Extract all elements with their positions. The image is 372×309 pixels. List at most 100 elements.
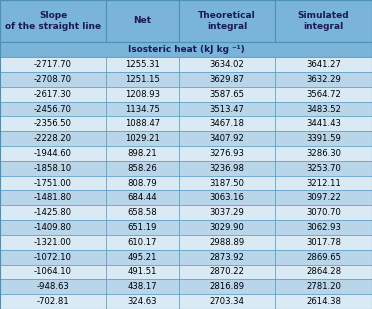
Text: 898.21: 898.21	[128, 149, 157, 158]
Text: -2356.50: -2356.50	[34, 119, 72, 128]
Bar	[0, 235, 106, 250]
Bar	[106, 250, 179, 265]
Text: 3441.43: 3441.43	[306, 119, 341, 128]
Bar	[106, 265, 179, 279]
Text: 3062.93: 3062.93	[306, 223, 341, 232]
Bar	[106, 116, 179, 131]
Text: -948.63: -948.63	[36, 282, 70, 291]
Bar	[0, 72, 106, 87]
Bar	[179, 131, 275, 146]
Bar	[106, 0, 179, 42]
Bar	[179, 250, 275, 265]
Text: 2614.38: 2614.38	[306, 297, 341, 306]
Text: 658.58: 658.58	[128, 208, 157, 217]
Bar	[275, 205, 372, 220]
Bar	[179, 205, 275, 220]
Text: 2988.89: 2988.89	[209, 238, 244, 247]
Bar	[275, 279, 372, 294]
Text: 1208.93: 1208.93	[125, 90, 160, 99]
Bar	[179, 176, 275, 190]
Bar	[275, 102, 372, 116]
Text: -702.81: -702.81	[36, 297, 70, 306]
Text: 3513.47: 3513.47	[209, 104, 244, 113]
Bar	[275, 220, 372, 235]
Bar	[0, 0, 106, 42]
Bar	[0, 116, 106, 131]
Text: -1072.10: -1072.10	[34, 253, 72, 262]
Text: 684.44: 684.44	[128, 193, 157, 202]
Text: -2617.30: -2617.30	[34, 90, 72, 99]
Bar	[275, 131, 372, 146]
Bar	[106, 57, 179, 72]
Bar	[0, 131, 106, 146]
Bar	[106, 205, 179, 220]
Bar	[179, 279, 275, 294]
Bar	[275, 116, 372, 131]
Bar	[275, 87, 372, 102]
Bar	[0, 87, 106, 102]
Bar	[106, 190, 179, 205]
Text: Simulated
integral: Simulated integral	[298, 11, 349, 31]
Text: 1088.47: 1088.47	[125, 119, 160, 128]
Bar	[106, 102, 179, 116]
Bar	[179, 220, 275, 235]
Text: 3037.29: 3037.29	[209, 208, 244, 217]
Bar	[179, 87, 275, 102]
Bar	[179, 161, 275, 176]
Bar	[179, 146, 275, 161]
Bar	[275, 57, 372, 72]
Text: -2708.70: -2708.70	[34, 75, 72, 84]
Bar	[0, 220, 106, 235]
Bar	[0, 190, 106, 205]
Text: 3187.50: 3187.50	[209, 179, 244, 188]
Text: Slope
of the straight line: Slope of the straight line	[5, 11, 101, 31]
Text: 3391.59: 3391.59	[306, 134, 341, 143]
Text: 2703.34: 2703.34	[209, 297, 244, 306]
Text: -1944.60: -1944.60	[34, 149, 72, 158]
Text: -1409.80: -1409.80	[34, 223, 72, 232]
Bar	[106, 131, 179, 146]
Text: Isosteric heat (kJ kg ⁻¹): Isosteric heat (kJ kg ⁻¹)	[128, 45, 244, 54]
Text: -1481.80: -1481.80	[34, 193, 72, 202]
Bar	[179, 102, 275, 116]
Text: 495.21: 495.21	[128, 253, 157, 262]
Text: 1255.31: 1255.31	[125, 60, 160, 69]
Text: 491.51: 491.51	[128, 268, 157, 277]
Bar	[179, 294, 275, 309]
Text: 651.19: 651.19	[128, 223, 157, 232]
Text: 1134.75: 1134.75	[125, 104, 160, 113]
Bar	[275, 0, 372, 42]
Bar	[0, 146, 106, 161]
Text: Net: Net	[133, 16, 151, 25]
Bar	[0, 57, 106, 72]
Text: 2869.65: 2869.65	[306, 253, 341, 262]
Bar	[179, 265, 275, 279]
Text: 3564.72: 3564.72	[306, 90, 341, 99]
Text: 3276.93: 3276.93	[209, 149, 244, 158]
Text: 3029.90: 3029.90	[209, 223, 244, 232]
Text: 610.17: 610.17	[128, 238, 157, 247]
Text: 3253.70: 3253.70	[306, 164, 341, 173]
Text: 2864.28: 2864.28	[306, 268, 341, 277]
Bar	[275, 265, 372, 279]
Bar	[0, 161, 106, 176]
Bar	[106, 161, 179, 176]
Bar	[275, 176, 372, 190]
Text: 438.17: 438.17	[128, 282, 157, 291]
Text: 3632.29: 3632.29	[306, 75, 341, 84]
Text: -1425.80: -1425.80	[34, 208, 72, 217]
Bar	[106, 235, 179, 250]
Text: 1251.15: 1251.15	[125, 75, 160, 84]
Bar	[106, 176, 179, 190]
Text: 2870.22: 2870.22	[209, 268, 244, 277]
Bar	[0, 205, 106, 220]
Text: 3407.92: 3407.92	[209, 134, 244, 143]
Text: 3587.65: 3587.65	[209, 90, 244, 99]
Bar	[179, 190, 275, 205]
Text: 3629.87: 3629.87	[209, 75, 244, 84]
Text: -2717.70: -2717.70	[34, 60, 72, 69]
Bar	[275, 294, 372, 309]
Text: 3063.16: 3063.16	[209, 193, 244, 202]
Text: 3467.18: 3467.18	[209, 119, 244, 128]
Text: 3286.30: 3286.30	[306, 149, 341, 158]
